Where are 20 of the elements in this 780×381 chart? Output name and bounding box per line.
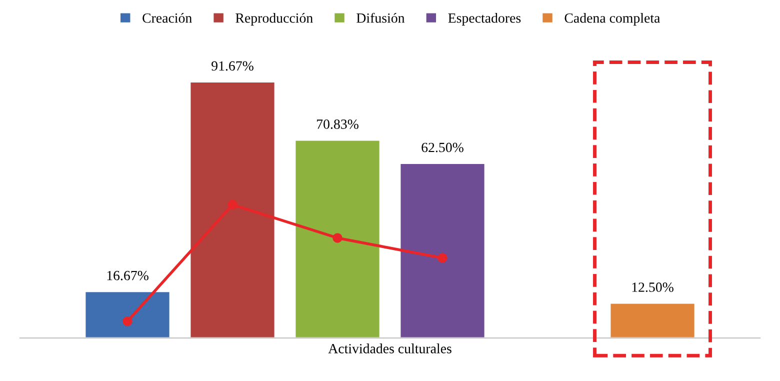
point (332, 233, 342, 243)
legend-label: Reproducción (236, 12, 313, 26)
data-label: 16.67% (107, 270, 148, 280)
data-label: 12.50% (632, 282, 674, 292)
data-label: 91.67% (212, 61, 254, 71)
bar (189, 81, 276, 338)
bar (84, 290, 171, 338)
bar (399, 162, 486, 338)
x-axis-title: Actividades culturales (328, 344, 452, 354)
data-label: 62.50% (422, 142, 464, 152)
legend-label: Cadena completa (564, 13, 660, 26)
data-label: 70.83% (317, 120, 358, 129)
point (438, 253, 448, 263)
legend-label: Espectadores (448, 13, 521, 26)
bar (609, 302, 696, 338)
legend-label: Creación (142, 12, 192, 23)
legend-label: Difusión (356, 12, 405, 23)
point (228, 200, 238, 210)
bar (294, 139, 381, 338)
point (122, 316, 132, 326)
